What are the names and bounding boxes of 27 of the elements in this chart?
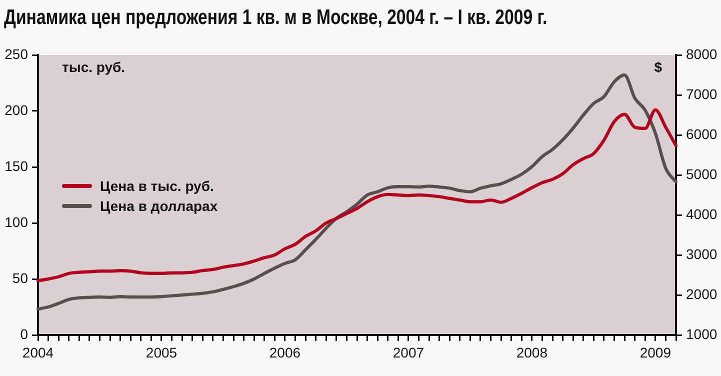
line-series bbox=[36, 108, 678, 282]
y2-axis-title: $ bbox=[654, 58, 662, 75]
y-tick-label: 250 bbox=[4, 46, 28, 62]
legend-label: Цена в тыс. руб. bbox=[100, 178, 214, 194]
x-tick-label: 2005 bbox=[146, 344, 178, 360]
x-tick-label: 2008 bbox=[516, 344, 548, 360]
y2-tick-label: 7000 bbox=[686, 86, 718, 102]
y2-tick-label: 1000 bbox=[686, 326, 718, 342]
chart-title: Динамика цен предложения 1 кв. м в Москве, 2004 г. – I кв. 2009 г. bbox=[4, 6, 548, 30]
y2-tick-label: 5000 bbox=[686, 166, 718, 182]
x-tick-label: 2004 bbox=[22, 344, 54, 360]
y2-tick-label: 2000 bbox=[686, 286, 718, 302]
x-tick-label: 2006 bbox=[269, 344, 301, 360]
line-series bbox=[36, 73, 678, 311]
y-tick-label: 0 bbox=[20, 326, 28, 342]
y-tick-label: 200 bbox=[4, 102, 28, 118]
y-tick-label: 150 bbox=[4, 158, 28, 174]
x-tick-label: 2007 bbox=[392, 344, 424, 360]
y-axis-title: тыс. руб. bbox=[62, 58, 126, 75]
y2-tick-label: 3000 bbox=[686, 246, 718, 262]
y-tick-label: 100 bbox=[4, 214, 28, 230]
legend-label: Цена в долларах bbox=[100, 198, 218, 214]
y2-tick-label: 8000 bbox=[686, 46, 718, 62]
y-tick-label: 50 bbox=[12, 270, 28, 286]
y2-tick-label: 4000 bbox=[686, 206, 718, 222]
x-tick-label: 2009 bbox=[640, 344, 672, 360]
y2-tick-label: 6000 bbox=[686, 126, 718, 142]
